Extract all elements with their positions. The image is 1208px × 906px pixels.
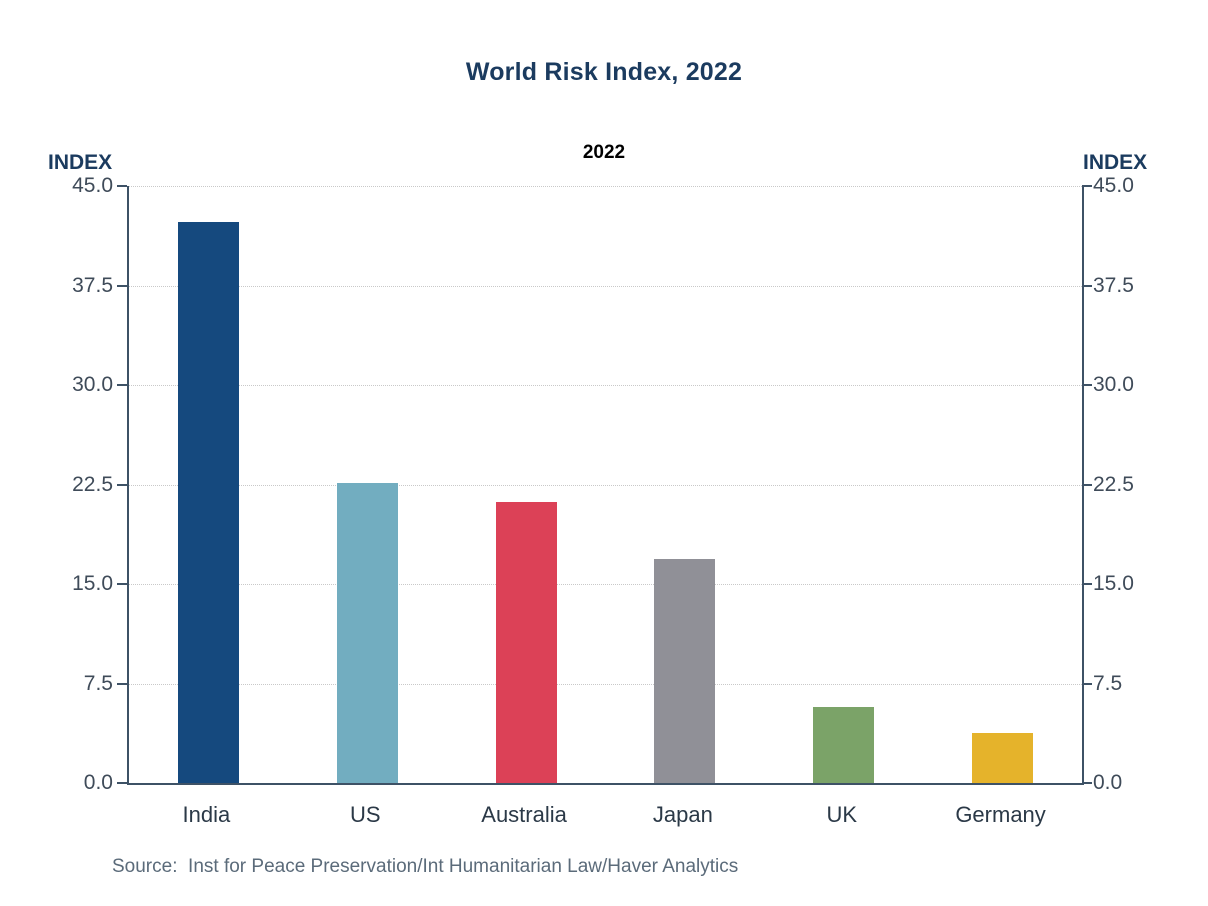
bar-japan — [654, 558, 716, 783]
bar-germany — [972, 732, 1034, 783]
y-axis-label-right: INDEX — [1083, 151, 1148, 174]
y-tick-label-left: 15.0 — [72, 572, 113, 595]
y-tick-mark-left — [117, 782, 127, 784]
x-category-label-us: US — [349, 802, 381, 827]
x-category-label-india: India — [182, 802, 231, 827]
x-category-label-japan: Japan — [652, 802, 713, 827]
bar-us — [336, 483, 398, 783]
gridline — [129, 484, 1082, 486]
y-tick-mark-right — [1082, 583, 1092, 585]
bar-india — [177, 221, 239, 783]
y-tick-label-right: 37.5 — [1093, 273, 1134, 297]
y-tick-label-left: 0.0 — [83, 771, 113, 794]
y-tick-mark-left — [117, 284, 127, 287]
y-tick-label-left: 30.0 — [72, 373, 113, 396]
y-tick-label-right: 15.0 — [1093, 572, 1134, 595]
y-tick-label-left: 7.5 — [83, 671, 113, 695]
y-tick-mark-right — [1082, 782, 1092, 784]
y-tick-mark-left — [117, 185, 127, 187]
y-tick-mark-right — [1082, 384, 1092, 386]
y-tick-label-left: 45.0 — [72, 174, 113, 197]
chart-title: World Risk Index, 2022 — [465, 58, 743, 86]
y-tick-mark-right — [1082, 682, 1092, 685]
y-tick-label-left: 37.5 — [72, 273, 113, 297]
plot-area — [127, 186, 1084, 785]
y-tick-mark-right — [1082, 185, 1092, 187]
x-category-label-germany: Germany — [955, 802, 1046, 827]
source-note: Source: Inst for Peace Preservation/Int … — [112, 856, 739, 877]
bar-uk — [813, 707, 875, 783]
x-category-label-australia: Australia — [481, 802, 567, 827]
y-tick-mark-left — [117, 583, 127, 585]
bar-australia — [495, 501, 557, 783]
y-tick-label-right: 45.0 — [1093, 174, 1134, 197]
gridline — [129, 683, 1082, 685]
gridline — [129, 385, 1082, 386]
y-tick-mark-left — [117, 483, 127, 486]
y-tick-label-left: 22.5 — [72, 472, 113, 496]
y-tick-label-right: 22.5 — [1093, 472, 1134, 496]
y-tick-label-right: 7.5 — [1093, 671, 1123, 695]
y-tick-label-right: 0.0 — [1093, 771, 1123, 794]
gridline — [129, 186, 1082, 187]
y-tick-mark-left — [117, 384, 127, 386]
chart-subtitle: 2022 — [582, 142, 626, 163]
gridline — [129, 584, 1082, 585]
x-category-label-uk: UK — [826, 802, 857, 827]
x-axis-category-row: India US Australia Japan UK Germany — [127, 802, 1080, 828]
y-tick-label-right: 30.0 — [1093, 373, 1134, 396]
y-axis-label-left: INDEX — [48, 151, 113, 174]
y-tick-mark-right — [1082, 284, 1092, 287]
y-tick-mark-right — [1082, 483, 1092, 486]
y-tick-mark-left — [117, 682, 127, 685]
gridline — [129, 285, 1082, 287]
